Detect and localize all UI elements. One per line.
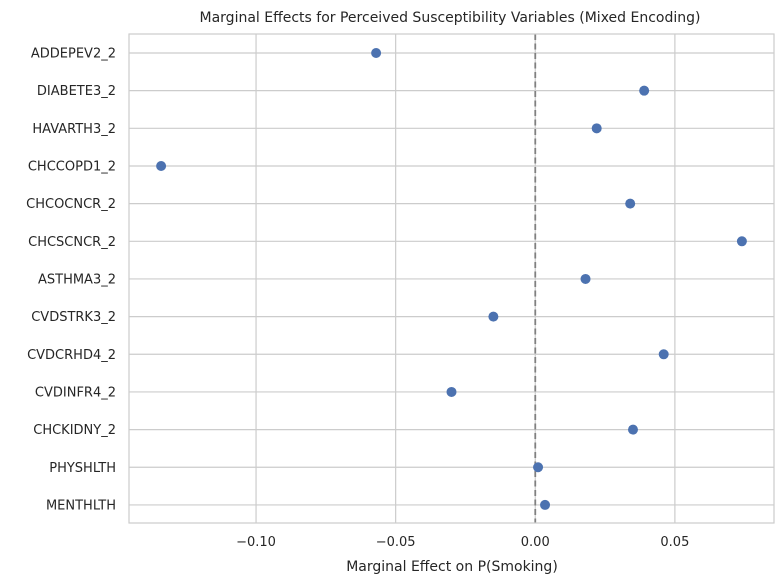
x-axis-label: Marginal Effect on P(Smoking) <box>346 559 558 575</box>
y-tick-label: HAVARTH3_2 <box>32 122 116 137</box>
x-tick-label: −0.05 <box>376 535 416 550</box>
data-point <box>591 123 602 134</box>
data-point <box>736 236 747 247</box>
points-layer <box>156 48 747 510</box>
data-point <box>540 499 551 510</box>
y-tick-label: ADDEPEV2_2 <box>31 47 116 62</box>
x-tick-label: −0.10 <box>236 535 276 550</box>
plot-frame <box>128 33 775 524</box>
y-tick-label: PHYSHLTH <box>49 461 116 476</box>
spines-layer <box>128 33 775 524</box>
y-tick-label: MENTHLTH <box>46 498 116 513</box>
data-point <box>639 85 650 96</box>
y-tick-label: CHCKIDNY_2 <box>33 423 116 438</box>
y-tick-label: DIABETE3_2 <box>37 84 116 99</box>
y-tick-label: CHCSCNCR_2 <box>28 235 116 250</box>
y-tick-label: CVDCRHD4_2 <box>27 348 116 363</box>
data-point <box>446 386 457 397</box>
chart-title: Marginal Effects for Perceived Susceptib… <box>200 10 701 26</box>
labels-layer: −0.10 −0.05 0.00 0.05 ADDEPEV2_2 DIABETE3_2 HA… <box>26 47 689 551</box>
data-point <box>533 462 544 473</box>
data-point <box>580 273 591 284</box>
y-tick-label: CVDINFR4_2 <box>35 385 116 400</box>
data-point <box>371 48 382 58</box>
x-tick-label: 0.05 <box>660 535 689 550</box>
grid-layer <box>129 34 774 523</box>
data-point <box>658 349 669 360</box>
y-tick-label: ASTHMA3_2 <box>38 272 116 287</box>
x-tick-label: 0.00 <box>521 535 550 550</box>
y-tick-label: CVDSTRK3_2 <box>31 310 116 325</box>
y-tick-label: CHCCOPD1_2 <box>28 159 116 174</box>
data-point <box>488 311 499 322</box>
data-point <box>627 424 638 435</box>
y-tick-label: CHCOCNCR_2 <box>26 197 116 212</box>
data-point <box>625 198 636 209</box>
data-point <box>156 160 167 171</box>
